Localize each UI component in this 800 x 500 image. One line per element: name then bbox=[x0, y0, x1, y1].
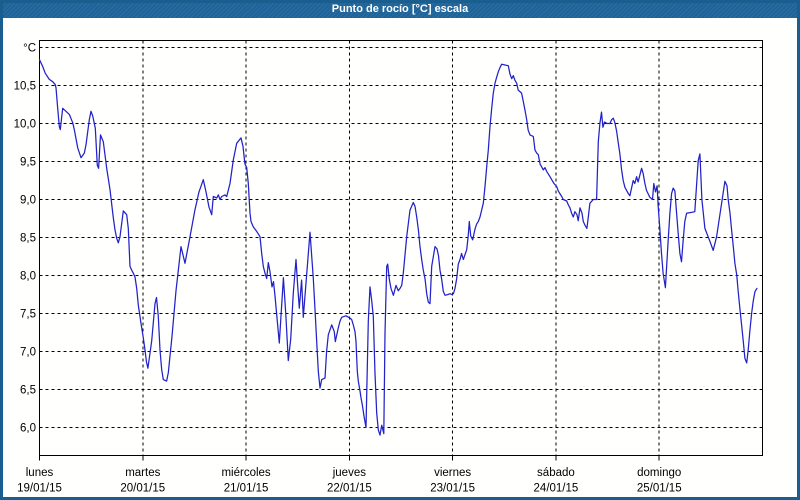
plot-border bbox=[39, 40, 763, 456]
x-axis-weekday-label: domingo bbox=[637, 467, 681, 479]
x-axis-date-label: 24/01/15 bbox=[534, 483, 579, 495]
x-axis-weekday-label: sábado bbox=[537, 467, 575, 479]
x-axis-date-label: 23/01/15 bbox=[430, 483, 475, 495]
y-axis-tick-label: 7,5 bbox=[20, 309, 36, 321]
x-axis-date-label: 19/01/15 bbox=[17, 483, 62, 495]
y-axis-tick-label: 6,0 bbox=[20, 423, 36, 435]
y-axis-tick-label: 10,5 bbox=[14, 81, 36, 93]
x-axis-weekday-label: lunes bbox=[26, 467, 54, 479]
window-title: Punto de rocío [°C] escala bbox=[331, 3, 469, 15]
y-axis-unit-label: °C bbox=[23, 43, 36, 55]
x-axis-date-label: 22/01/15 bbox=[327, 483, 372, 495]
x-axis-weekday-label: viernes bbox=[434, 467, 471, 479]
x-axis-weekday-label: miércoles bbox=[221, 467, 270, 479]
y-axis-tick-label: 9,5 bbox=[20, 157, 36, 169]
y-axis-tick-label: 7,0 bbox=[20, 347, 36, 359]
y-axis-tick-label: 10,0 bbox=[14, 119, 36, 131]
x-axis-date-label: 25/01/15 bbox=[637, 483, 682, 495]
dewpoint-series-line bbox=[38, 59, 758, 436]
y-axis-tick-label: 8,0 bbox=[20, 271, 36, 283]
x-axis-weekday-label: jueves bbox=[332, 467, 366, 479]
y-axis-tick-label: 9,0 bbox=[20, 195, 36, 207]
y-axis-tick-label: 8,5 bbox=[20, 233, 36, 245]
window-titlebar[interactable]: Punto de rocío [°C] escala bbox=[0, 0, 800, 18]
x-axis-date-label: 20/01/15 bbox=[120, 483, 165, 495]
x-axis-weekday-label: martes bbox=[125, 467, 160, 479]
x-axis-date-label: 21/01/15 bbox=[224, 483, 269, 495]
y-axis-tick-label: 6,5 bbox=[20, 385, 36, 397]
